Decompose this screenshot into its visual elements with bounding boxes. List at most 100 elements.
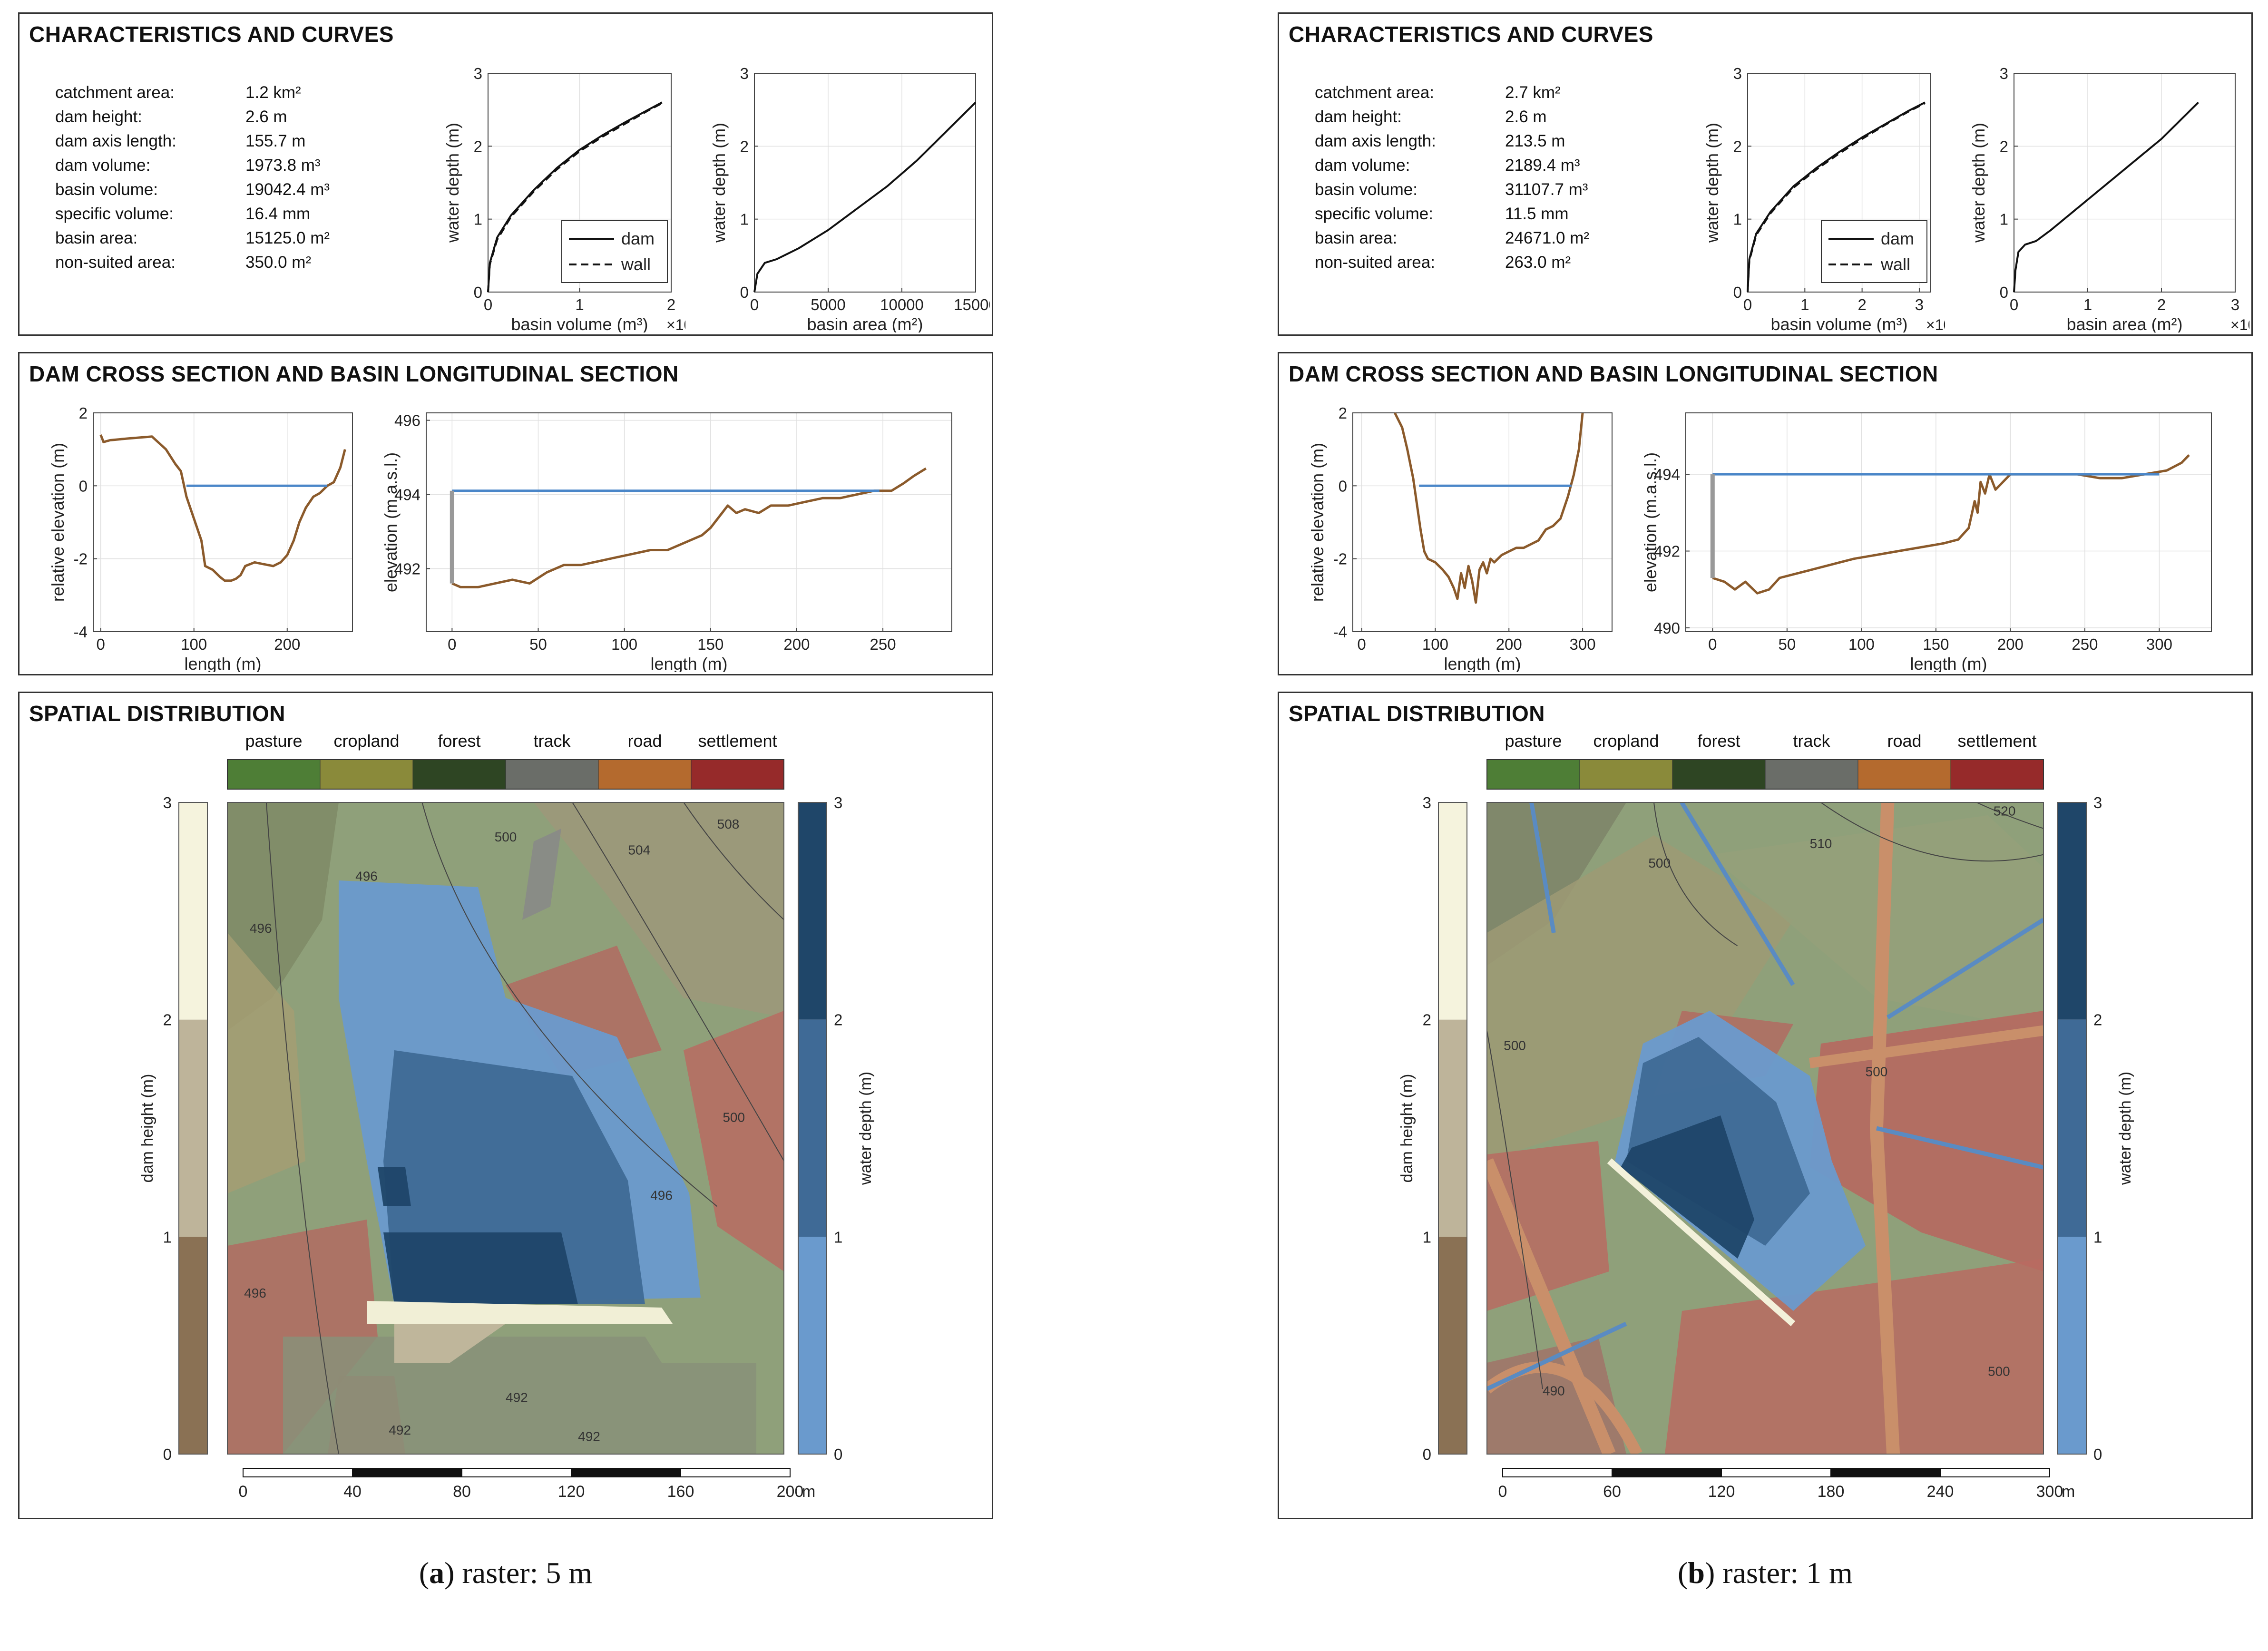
stat-label: catchment area: [55, 83, 175, 102]
stat-row: dam height: 2.6 m [55, 105, 345, 129]
x-axis-label: basin volume (m³) [1770, 314, 1907, 332]
stat-row: non-suited area: 350.0 m² [55, 250, 345, 274]
dam-height-area [394, 1324, 506, 1363]
dam-height-tick: 0 [163, 1446, 172, 1463]
x-tick-label: 0 [1357, 635, 1366, 653]
stat-value: 213.5 m [1505, 132, 1565, 150]
water-depth-tick: 1 [834, 1228, 842, 1246]
y-tick-label: 3 [740, 66, 749, 82]
plot-frame [1352, 412, 1613, 632]
contour-label: 500 [495, 830, 517, 844]
contour-line [421, 802, 718, 1207]
x-tick-label: 100 [1848, 635, 1875, 653]
x-tick-label: 2 [2157, 296, 2166, 313]
plot-frame [93, 412, 353, 632]
x-tick-label: 3 [2231, 296, 2239, 313]
water-depth-colorbar-segment [798, 802, 827, 1020]
panel-title: CHARACTERISTICS AND CURVES [29, 22, 394, 47]
water-depth-tick: 2 [2093, 1011, 2102, 1029]
stat-value: 2189.4 m³ [1505, 156, 1580, 175]
legend-box [1821, 220, 1927, 283]
legend-label-settlement: settlement [698, 731, 777, 751]
water-depth-tick: 3 [834, 794, 842, 811]
characteristics-panel-a: CHARACTERISTICS AND CURVES catchment are… [18, 12, 993, 336]
stat-row: basin volume: 19042.4 m³ [55, 177, 345, 202]
scale-bar-tick: 40 [343, 1483, 362, 1501]
scale-bar-unit: m [802, 1483, 815, 1501]
water-depth-axis-label: water depth (m) [857, 1072, 875, 1185]
contour-label: 496 [650, 1188, 673, 1203]
contour-label: 492 [578, 1429, 600, 1444]
dam-height-tick: 1 [163, 1228, 172, 1246]
stat-value: 2.7 km² [1505, 83, 1561, 102]
x-tick-label: 150 [1923, 635, 1949, 653]
y-tick-label: 490 [1654, 619, 1680, 637]
stat-label: basin area: [1315, 229, 1398, 247]
x-tick-label: 0 [97, 635, 105, 653]
road-line [1487, 1361, 1642, 1454]
plot-frame [2014, 73, 2236, 293]
panel-title: SPATIAL DISTRIBUTION [1289, 701, 1545, 726]
legend-swatch-track [1765, 759, 1858, 790]
water-depth-colorbar-segment [2058, 802, 2086, 1020]
plot-frame [1685, 412, 2212, 632]
x-axis-label: basin volume (m³) [511, 314, 648, 332]
legend-label-pasture: pasture [245, 731, 303, 751]
scale-bar-tick: 60 [1603, 1483, 1621, 1501]
y-tick-label: 3 [474, 66, 482, 82]
road-line [1487, 1158, 1616, 1454]
stat-value: 155.7 m [245, 132, 306, 150]
map-frame [1486, 802, 2044, 1455]
dam-height-tick: 2 [163, 1011, 172, 1029]
x-axis-label: length (m) [650, 654, 727, 672]
y-axis-label: elevation (m.a.s.l.) [381, 452, 401, 592]
scale-bar-tick: 120 [1708, 1483, 1735, 1501]
contour-label: 500 [1504, 1038, 1526, 1053]
y-tick-label: 0 [2000, 283, 2008, 301]
stat-value: 2.6 m [1505, 107, 1547, 126]
figure-panel-b: CHARACTERISTICS AND CURVES catchment are… [1278, 0, 2268, 1651]
contour-line [1820, 802, 2043, 862]
dam-height-tick: 0 [1423, 1446, 1431, 1463]
series-dam [2013, 101, 2199, 293]
stat-row: catchment area: 2.7 km² [1315, 80, 1605, 105]
stat-label: dam axis length: [1315, 132, 1436, 150]
y-axis-label: relative elevation (m) [1308, 443, 1327, 602]
scale-bar-segment [461, 1468, 572, 1477]
stat-row: basin area: 15125.0 m² [55, 226, 345, 250]
forest-area [283, 1337, 756, 1454]
y-tick-label: 496 [394, 412, 420, 430]
y-tick-label: 2 [1733, 137, 1742, 155]
x-tick-label: 200 [1997, 635, 2024, 653]
stats-table-b: catchment area: 2.7 km² dam height: 2.6 m … [1315, 80, 1605, 274]
scale-bar-segment [1721, 1468, 1831, 1477]
y-tick-label: 1 [1733, 211, 1742, 228]
legend-bar-frame [1486, 759, 2044, 790]
x-tick-label: 250 [870, 635, 896, 653]
scale-bar-tick: 200 [777, 1483, 804, 1501]
sections-panel-a: DAM CROSS SECTION AND BASIN LONGITUDINAL… [18, 352, 993, 675]
spatial-panel-b: SPATIAL DISTRIBUTION pasture cropland fo… [1278, 692, 2253, 1519]
y-tick-label: 0 [1339, 477, 1347, 495]
y-tick-label: 2 [2000, 137, 2008, 155]
volume-curve-chart-a: 0 1 2 0 1 2 3 water depth (m) basin volume (m³) ×… [443, 66, 685, 332]
x-tick-label: 5000 [811, 296, 845, 313]
x-tick-label: 250 [2072, 635, 2098, 653]
stat-label: basin volume: [1315, 180, 1418, 199]
panel-title: DAM CROSS SECTION AND BASIN LONGITUDINAL… [29, 361, 679, 386]
figure-panel-a: CHARACTERISTICS AND CURVES catchment are… [18, 0, 1017, 1651]
contour-label: 490 [1543, 1384, 1565, 1398]
x-tick-label: 0 [750, 296, 759, 313]
y-tick-label: 492 [394, 560, 420, 577]
water-depth-tick: 0 [2093, 1446, 2102, 1463]
settlement-area [1487, 1141, 1609, 1311]
x-tick-label: 200 [1496, 635, 1522, 653]
y-tick-label: -4 [1333, 623, 1347, 641]
x-axis-label: basin area (m²) [2066, 314, 2182, 332]
stat-row: specific volume: 11.5 mm [1315, 202, 1605, 226]
dam-height-colorbar-segment [1438, 1019, 1467, 1237]
stat-value: 19042.4 m³ [245, 180, 330, 199]
contour-line [1487, 1030, 1543, 1389]
